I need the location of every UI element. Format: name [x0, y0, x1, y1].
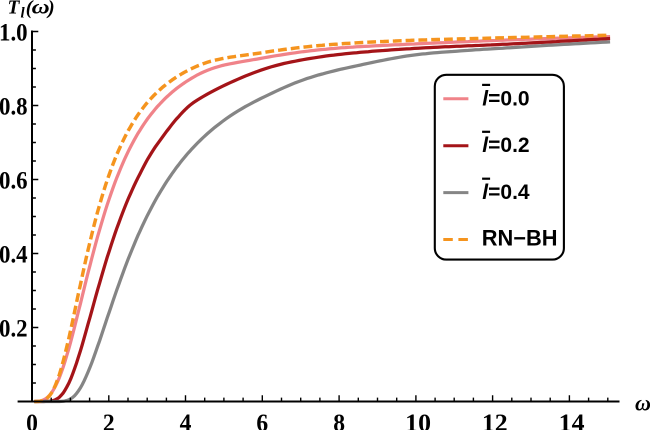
svg-text:0.6: 0.6 [0, 167, 28, 194]
svg-text:8: 8 [333, 410, 345, 430]
svg-text:2: 2 [103, 410, 115, 430]
svg-text:12: 12 [482, 410, 508, 430]
svg-text:4: 4 [180, 410, 192, 430]
svg-text:14: 14 [559, 410, 585, 430]
svg-text:10: 10 [405, 410, 431, 430]
svg-text:ω: ω [32, 0, 50, 18]
svg-text:0.8: 0.8 [0, 93, 28, 120]
svg-text:0.4: 0.4 [0, 241, 28, 268]
svg-text:l: l [21, 5, 26, 21]
svg-text:6: 6 [256, 410, 268, 430]
svg-text:T: T [8, 0, 21, 19]
svg-text:l=0.2: l=0.2 [482, 134, 529, 157]
svg-text:0.2: 0.2 [0, 315, 28, 342]
svg-text:0: 0 [26, 410, 38, 430]
svg-text:l=0.0: l=0.0 [482, 87, 529, 110]
svg-text:1.0: 1.0 [0, 19, 28, 46]
svg-text:RN−BH: RN−BH [482, 225, 558, 250]
svg-text:(: ( [26, 0, 34, 19]
svg-text:ω: ω [635, 391, 650, 416]
svg-text:l=0.4: l=0.4 [482, 181, 530, 204]
svg-text:): ) [46, 0, 55, 19]
